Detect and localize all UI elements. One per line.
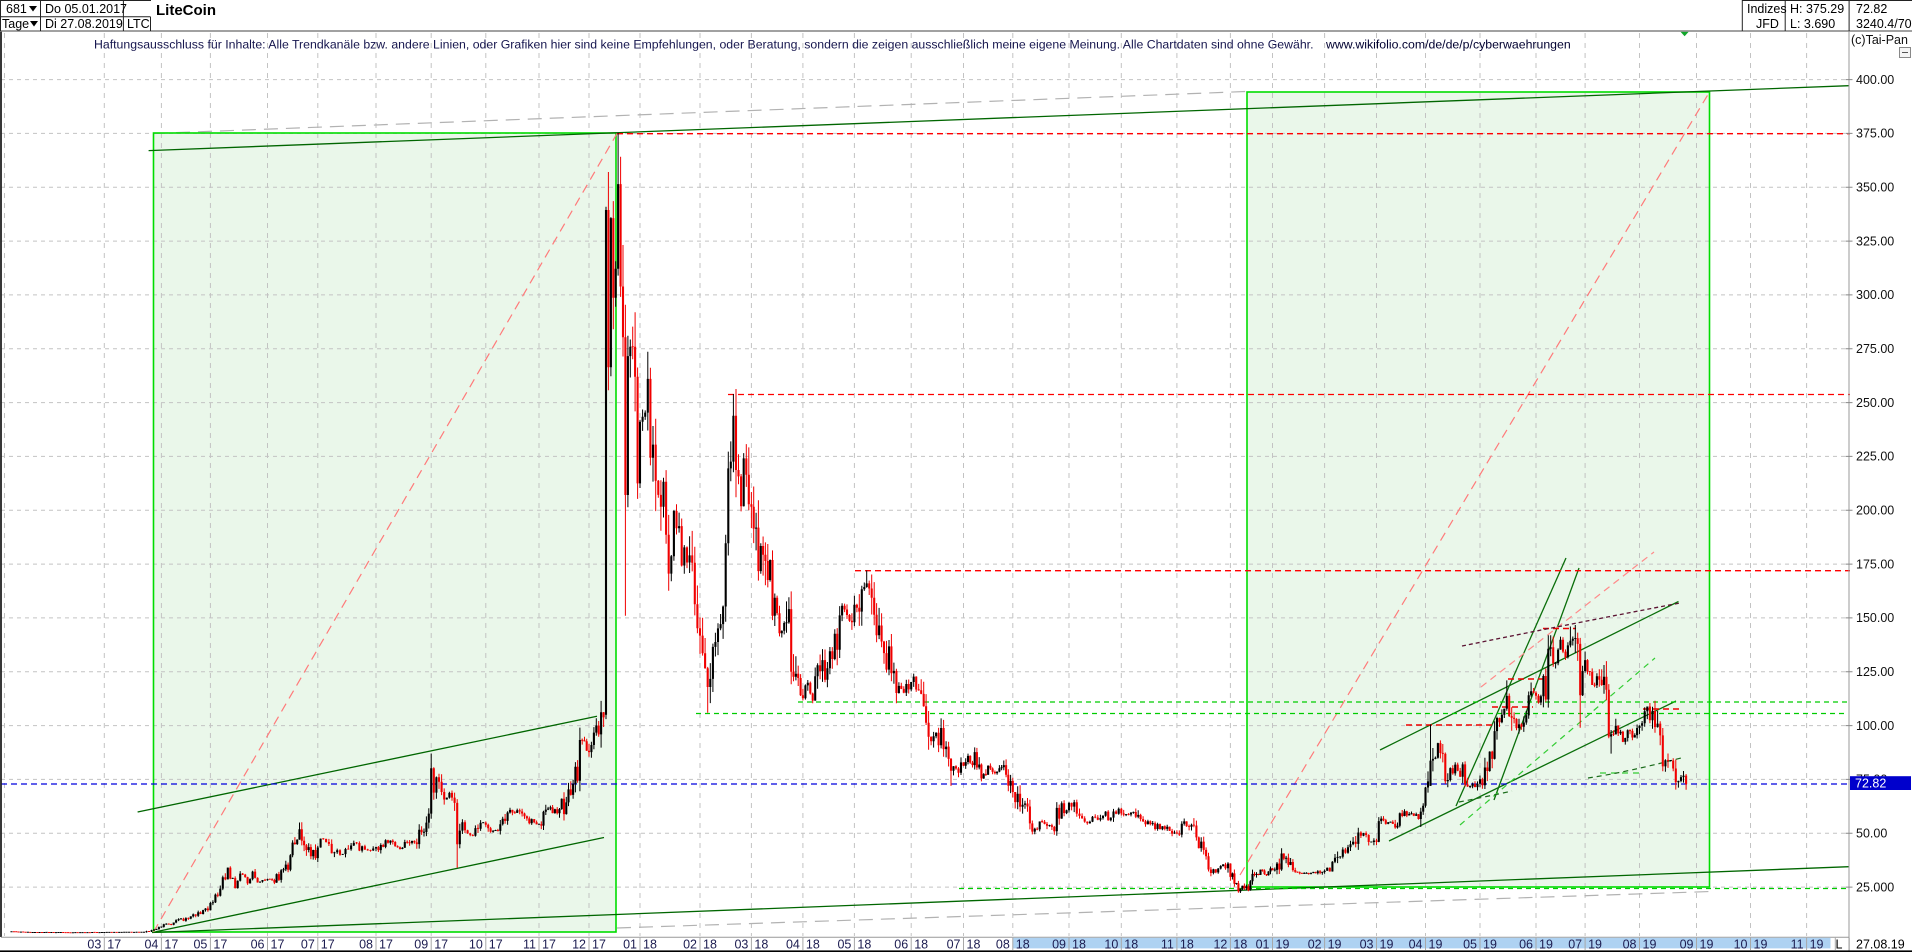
svg-text:3240.4/70: 3240.4/70 (1856, 17, 1912, 31)
svg-text:375.00: 375.00 (1856, 127, 1894, 141)
svg-text:18: 18 (1180, 937, 1194, 951)
svg-text:72.82: 72.82 (1856, 2, 1887, 16)
svg-text:325.00: 325.00 (1856, 234, 1894, 248)
svg-text:175.00: 175.00 (1856, 557, 1894, 571)
svg-text:07: 07 (301, 937, 315, 951)
svg-text:150.00: 150.00 (1856, 611, 1894, 625)
svg-text:11: 11 (1791, 937, 1804, 951)
svg-text:L: L (1836, 938, 1843, 952)
svg-text:17: 17 (107, 937, 121, 951)
svg-text:02: 02 (683, 937, 697, 951)
svg-text:18: 18 (914, 937, 928, 951)
svg-text:19: 19 (1588, 937, 1602, 951)
svg-text:72.82: 72.82 (1855, 777, 1886, 791)
svg-text:17: 17 (321, 937, 335, 951)
svg-text:18: 18 (643, 937, 657, 951)
svg-text:03: 03 (87, 937, 101, 951)
svg-text:10: 10 (469, 937, 483, 951)
svg-text:18: 18 (1124, 937, 1138, 951)
svg-text:(c)Tai-Pan: (c)Tai-Pan (1851, 33, 1908, 47)
svg-text:17: 17 (489, 937, 503, 951)
svg-text:04: 04 (144, 937, 158, 951)
svg-text:09: 09 (1052, 937, 1066, 951)
svg-text:JFD: JFD (1756, 17, 1779, 31)
svg-text:05: 05 (837, 937, 851, 951)
svg-text:125.00: 125.00 (1856, 665, 1894, 679)
svg-text:19: 19 (1276, 937, 1290, 951)
svg-text:12: 12 (572, 937, 586, 951)
svg-text:19: 19 (1429, 937, 1443, 951)
svg-text:18: 18 (754, 937, 768, 951)
svg-text:06: 06 (1519, 937, 1533, 951)
svg-text:12: 12 (1213, 937, 1227, 951)
svg-text:11: 11 (1161, 937, 1174, 951)
svg-text:10: 10 (1104, 937, 1118, 951)
svg-text:18: 18 (806, 937, 820, 951)
svg-text:19: 19 (1700, 937, 1714, 951)
svg-text:27.08.19: 27.08.19 (1856, 938, 1905, 952)
svg-text:05: 05 (1463, 937, 1477, 951)
svg-text:08: 08 (996, 937, 1010, 951)
svg-text:Indizes: Indizes (1747, 2, 1787, 16)
svg-text:04: 04 (786, 937, 800, 951)
svg-text:Di 27.08.2019: Di 27.08.2019 (45, 17, 123, 31)
svg-text:275.00: 275.00 (1856, 342, 1894, 356)
svg-text:250.00: 250.00 (1856, 396, 1894, 410)
svg-text:LiteCoin: LiteCoin (156, 2, 216, 19)
svg-text:19: 19 (1643, 937, 1657, 951)
svg-text:L: 3.690: L: 3.690 (1790, 17, 1835, 31)
svg-text:50.00: 50.00 (1856, 826, 1887, 840)
svg-text:03: 03 (1360, 937, 1374, 951)
svg-text:www.wikifolio.com/de/de/p/cybe: www.wikifolio.com/de/de/p/cyberwaehrunge… (1325, 38, 1571, 52)
svg-text:Do 05.01.2017: Do 05.01.2017 (45, 2, 127, 16)
svg-text:03: 03 (734, 937, 748, 951)
svg-text:17: 17 (213, 937, 227, 951)
svg-text:100.00: 100.00 (1856, 719, 1894, 733)
svg-text:09: 09 (1680, 937, 1694, 951)
svg-text:19: 19 (1539, 937, 1553, 951)
svg-text:19: 19 (1328, 937, 1342, 951)
svg-text:400.00: 400.00 (1856, 73, 1894, 87)
svg-text:18: 18 (1072, 937, 1086, 951)
svg-text:08: 08 (359, 937, 373, 951)
svg-text:01: 01 (623, 937, 637, 951)
svg-text:18: 18 (1016, 937, 1030, 951)
svg-text:LTC: LTC (127, 17, 150, 31)
svg-text:11: 11 (523, 937, 536, 951)
svg-text:08: 08 (1623, 937, 1637, 951)
svg-text:17: 17 (542, 937, 556, 951)
svg-text:02: 02 (1308, 937, 1322, 951)
svg-text:07: 07 (947, 937, 961, 951)
svg-text:17: 17 (164, 937, 178, 951)
svg-text:300.00: 300.00 (1856, 288, 1894, 302)
svg-text:19: 19 (1483, 937, 1497, 951)
svg-text:19: 19 (1380, 937, 1394, 951)
svg-text:17: 17 (592, 937, 606, 951)
svg-text:19: 19 (1810, 937, 1824, 951)
svg-text:350.00: 350.00 (1856, 181, 1894, 195)
svg-text:10: 10 (1734, 937, 1748, 951)
svg-text:225.00: 225.00 (1856, 450, 1894, 464)
svg-text:Haftungsausschluss für Inhalte: Haftungsausschluss für Inhalte: Alle Tre… (94, 38, 1314, 52)
svg-text:Tage: Tage (2, 17, 29, 31)
svg-text:25.000: 25.000 (1856, 880, 1894, 894)
svg-text:04: 04 (1409, 937, 1423, 951)
svg-text:18: 18 (703, 937, 717, 951)
svg-text:05: 05 (193, 937, 207, 951)
svg-text:17: 17 (271, 937, 285, 951)
svg-text:18: 18 (857, 937, 871, 951)
svg-text:18: 18 (967, 937, 981, 951)
svg-text:09: 09 (414, 937, 428, 951)
svg-text:17: 17 (434, 937, 448, 951)
svg-text:06: 06 (894, 937, 908, 951)
svg-text:H: 375.29: H: 375.29 (1790, 2, 1844, 16)
svg-text:681: 681 (6, 2, 27, 16)
svg-text:19: 19 (1754, 937, 1768, 951)
svg-text:18: 18 (1233, 937, 1247, 951)
svg-text:06: 06 (251, 937, 265, 951)
svg-text:17: 17 (379, 937, 393, 951)
svg-text:01: 01 (1256, 937, 1270, 951)
svg-text:200.00: 200.00 (1856, 504, 1894, 518)
svg-text:07: 07 (1568, 937, 1582, 951)
